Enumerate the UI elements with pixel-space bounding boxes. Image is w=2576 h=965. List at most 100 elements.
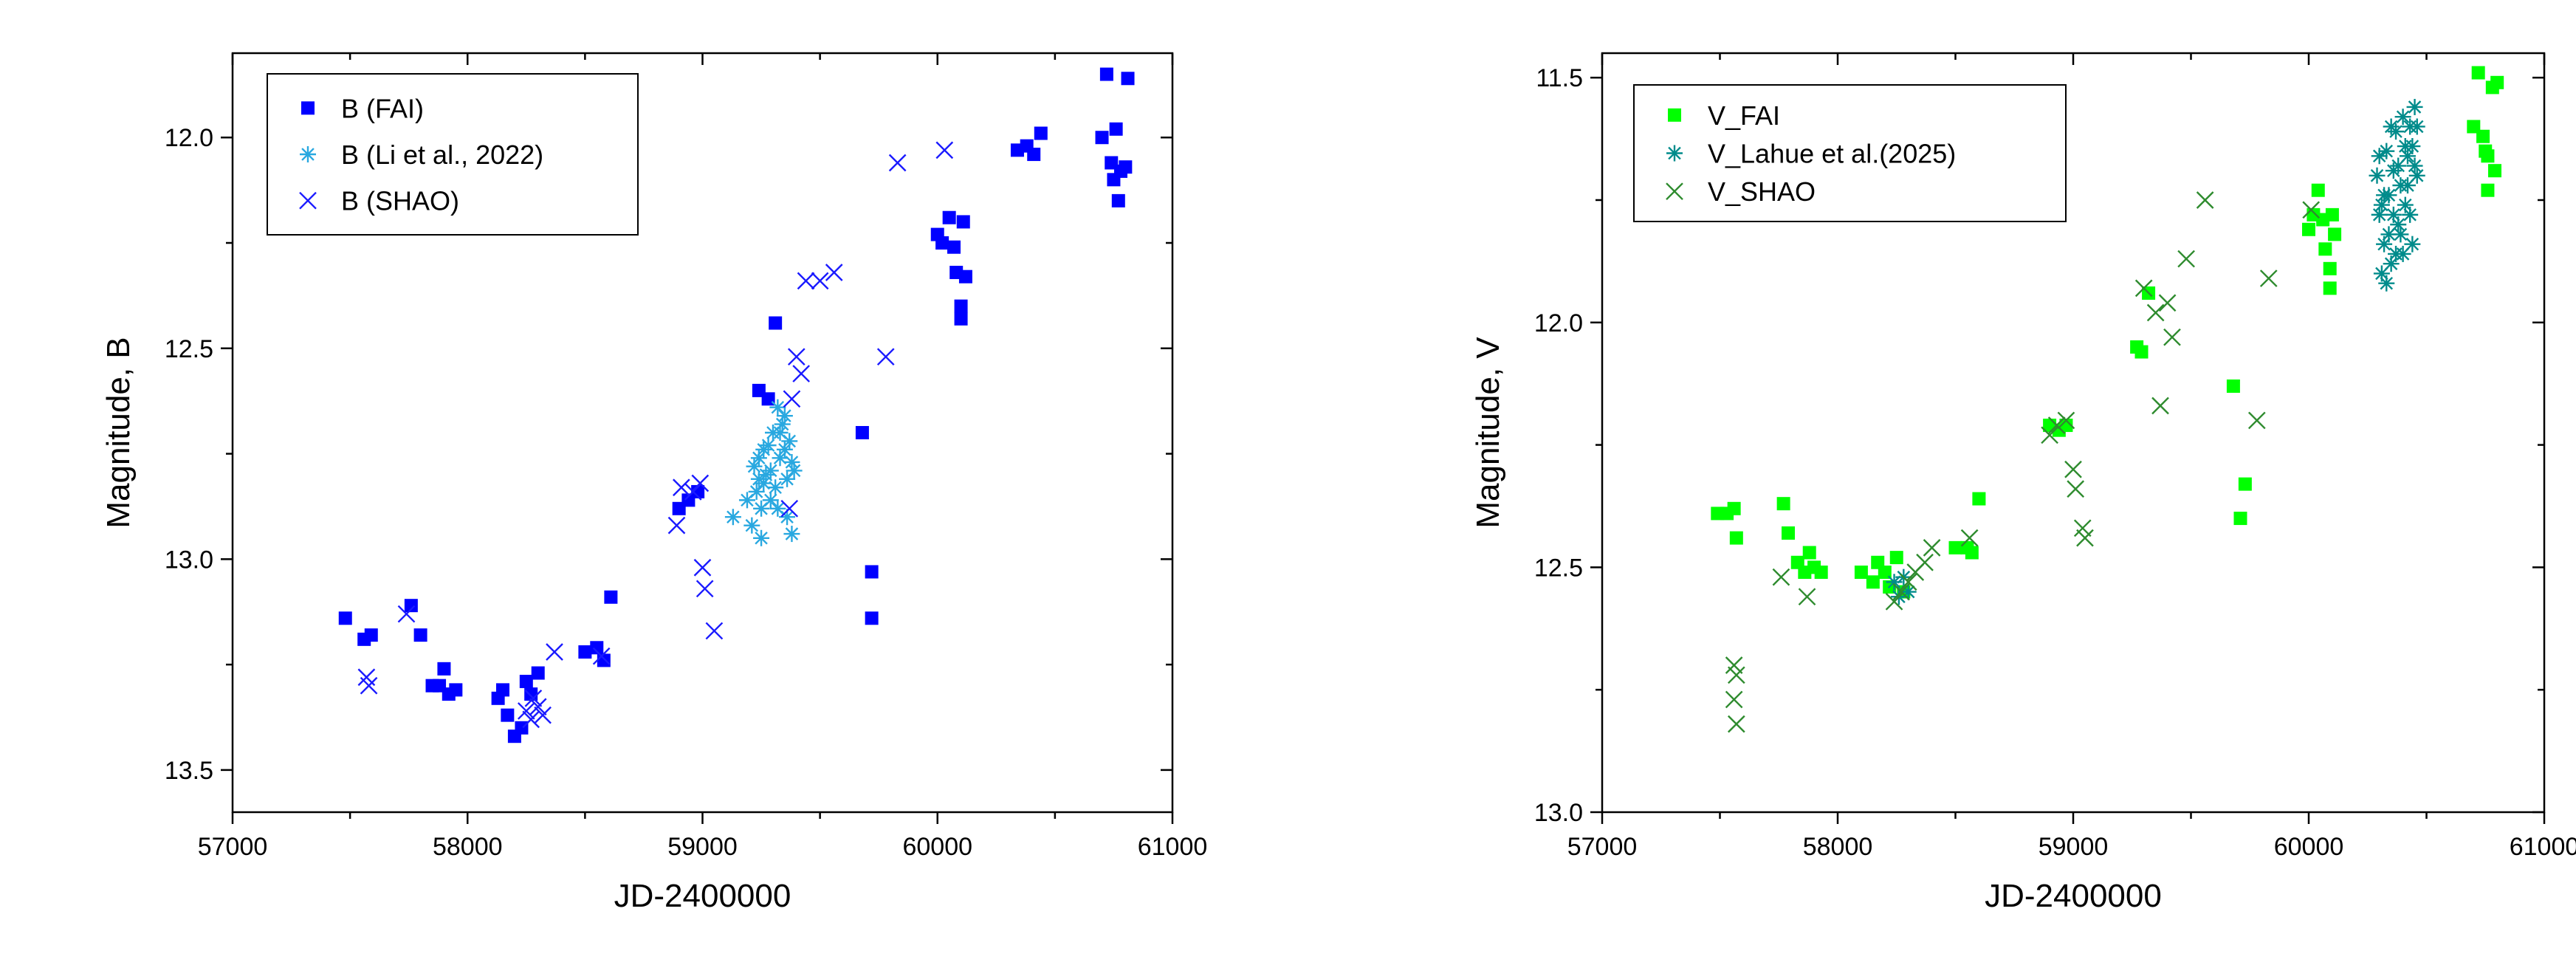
x-tick-label: 61000	[2510, 833, 2576, 861]
data-point	[2383, 118, 2400, 135]
data-point	[2047, 416, 2066, 434]
data-point	[779, 470, 796, 487]
data-point	[2233, 512, 2247, 526]
data-point	[1878, 566, 1892, 580]
y-axis-title: Magnitude, V	[1470, 337, 1506, 529]
y-tick-label: 13.0	[165, 546, 213, 574]
data-point	[546, 643, 563, 661]
data-point	[2323, 281, 2337, 295]
data-point	[2385, 206, 2402, 223]
data-point	[592, 647, 611, 665]
data-point	[2076, 529, 2094, 547]
data-point	[787, 348, 806, 366]
data-point	[404, 599, 418, 613]
data-point	[935, 236, 949, 250]
data-point	[338, 611, 352, 625]
legend: V_FAI V_Lahue et al.(2025) V_SHAO	[1633, 84, 2067, 222]
legend-box	[1633, 84, 2067, 222]
series-2	[1886, 98, 2425, 605]
data-point	[2311, 183, 2325, 197]
legend-label: V_Lahue et al.(2025)	[1708, 139, 1956, 169]
data-point	[590, 641, 604, 655]
data-point	[2378, 142, 2395, 159]
data-point	[1725, 690, 1743, 709]
data-point	[2406, 98, 2423, 115]
data-point	[360, 676, 378, 695]
data-point	[1034, 126, 1048, 140]
data-point	[2073, 519, 2092, 538]
data-point	[522, 710, 540, 729]
data-point	[2134, 279, 2153, 298]
legend-label: B (Li et al., 2022)	[341, 140, 543, 170]
x-tick-label: 60000	[2274, 833, 2344, 861]
data-point	[956, 215, 970, 229]
data-point	[2158, 294, 2177, 312]
data-point	[1948, 540, 1962, 554]
data-point	[954, 312, 968, 326]
data-point	[1798, 588, 1816, 606]
data-point	[2388, 245, 2405, 262]
data-point	[2057, 411, 2075, 430]
data-point	[1866, 575, 1880, 589]
data-point	[2399, 177, 2416, 194]
data-point	[776, 408, 793, 425]
data-point	[364, 628, 378, 642]
data-point	[750, 450, 767, 467]
x-axis-title: JD-2400000	[614, 878, 791, 914]
data-point	[1900, 583, 1917, 600]
data-point	[1027, 148, 1041, 162]
legend: B (FAI) B (Li et al., 2022) B (SHAO)	[267, 73, 639, 236]
data-point	[2328, 227, 2342, 241]
data-point	[673, 478, 690, 497]
x-tick-label: 59000	[2039, 833, 2109, 861]
data-point	[2196, 191, 2214, 209]
data-point	[797, 272, 815, 290]
series-1	[338, 67, 1135, 744]
data-point	[1772, 568, 1790, 586]
data-point	[2371, 206, 2388, 223]
x-tick-label: 57000	[198, 833, 268, 861]
data-point	[2163, 328, 2181, 346]
legend-label: B (SHAO)	[341, 186, 459, 216]
data-layer	[338, 67, 1135, 744]
legend-box	[267, 73, 639, 236]
data-point	[772, 450, 789, 467]
data-point	[1916, 553, 1934, 571]
x-tick-label: 58000	[1803, 833, 1873, 861]
data-point	[811, 272, 829, 290]
series-3	[1725, 191, 2321, 733]
data-point	[531, 666, 545, 680]
data-point	[1727, 666, 1745, 684]
data-point	[1119, 160, 1133, 174]
data-point	[865, 611, 879, 625]
data-point	[769, 500, 786, 517]
data-point	[2390, 157, 2407, 174]
data-point	[705, 622, 724, 640]
data-point	[942, 210, 956, 224]
data-point	[691, 474, 710, 492]
data-point	[2397, 138, 2414, 155]
data-point	[1099, 67, 1113, 81]
data-point	[2238, 477, 2252, 491]
y-tick-label: 12.5	[165, 335, 213, 363]
data-point	[1889, 551, 1903, 565]
y-tick-label: 13.5	[165, 757, 213, 785]
data-layer	[1711, 66, 2504, 733]
legend-marker	[1668, 108, 1681, 122]
y-tick-label: 12.0	[1534, 309, 1583, 337]
data-point	[534, 706, 552, 724]
data-point	[2402, 206, 2419, 223]
data-point	[2406, 157, 2423, 174]
y-tick-label: 11.5	[1536, 64, 1583, 92]
data-point	[693, 558, 712, 577]
data-point	[529, 698, 547, 716]
data-point	[684, 483, 702, 501]
legend-marker	[299, 191, 317, 210]
data-point	[743, 517, 760, 534]
data-point	[783, 453, 800, 470]
data-point	[2146, 303, 2165, 322]
chart-panel-1: 57000 58000 59000 60000 61000 12.0 12.5 13.0 13.…	[100, 52, 1207, 914]
data-point	[2302, 222, 2315, 236]
data-point	[748, 483, 765, 500]
